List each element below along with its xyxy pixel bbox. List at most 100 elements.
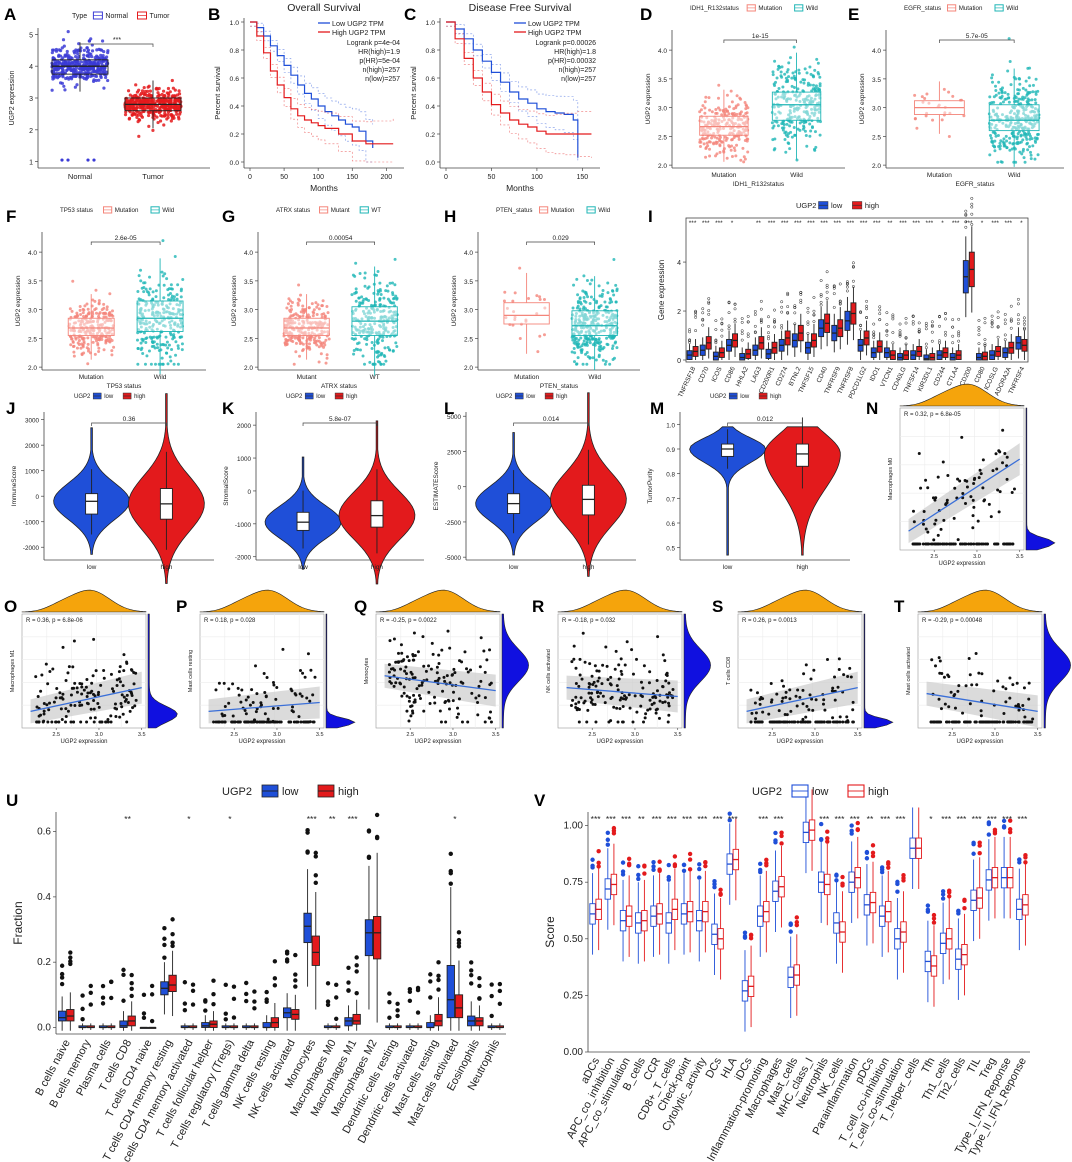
scatter-point [246,720,250,724]
jitter-point [1034,101,1038,105]
jitter-point [1000,88,1004,92]
outlier-point [759,299,763,303]
scatter-point [658,699,662,703]
box-body [721,443,735,457]
legend-label: high [865,201,879,210]
gene-box-low [699,337,706,360]
outlier-point [951,318,955,322]
scatter-point [603,701,607,705]
jitter-point [715,140,719,144]
jitter-point [703,106,707,110]
jitter-point [179,295,183,299]
jitter-point [301,349,305,353]
outlier-point [996,310,1000,314]
jitter-point [722,118,726,122]
jitter-point [942,87,946,91]
jitter-point [990,73,994,77]
jitter-point [804,106,808,110]
scatter-point [35,720,39,724]
jitter-point [139,348,143,352]
scatter-point [942,542,946,546]
jitter-point [797,115,801,119]
scatter-point [802,672,806,676]
gene-box-high [797,313,804,353]
scatter-point [422,709,426,713]
jitter-point [106,49,110,53]
y-tick-label: 2500 [447,449,462,456]
outlier-point [60,158,64,162]
jitter-point [814,145,818,149]
outlier-point [911,320,915,324]
jitter-point [169,119,173,123]
scatter-point [67,665,71,669]
jitter-point [799,80,803,84]
jitter-point [127,105,131,109]
outlier-point [740,338,744,342]
scatter-point [446,698,450,702]
jitter-point [323,315,327,319]
jitter-point [63,88,67,92]
jitter-point [55,59,60,63]
x-tick-label: low [509,564,519,571]
scatter-point [912,520,916,524]
jitter-point [1026,66,1030,70]
p-value-label: 0.029 [552,235,569,242]
jitter-point [350,293,354,297]
jitter-point [744,103,748,107]
scatter-point [438,709,442,713]
jitter-point [175,112,179,116]
scatter-point [572,657,576,661]
jitter-point [306,313,310,317]
box-body [949,353,956,361]
outlier-point [878,312,882,316]
scatter-point [457,697,461,701]
jitter-point [708,147,712,151]
y-axis-label: NK cells activated [546,649,552,693]
jitter-point [1005,146,1009,150]
scatter-point [227,687,231,691]
scatter-point [59,707,63,711]
scatter-point [231,714,235,718]
x-axis-label: UGP2 expression [596,739,643,745]
jitter-point [993,130,997,134]
scatter-point [926,530,930,534]
scatter-point [796,688,800,692]
sig-label: *** [847,220,855,227]
jitter-point [792,45,796,49]
jitter-point [83,304,87,308]
scatter-point [313,675,317,679]
y-axis-label: UGP2 expression [645,73,652,124]
jitter-point [73,85,77,89]
jitter-point [1016,132,1020,136]
scatter-point [596,679,600,683]
jitter-point [370,340,374,344]
jitter-point [802,121,806,125]
legend-label: Normal [105,13,128,20]
jitter-point [145,354,149,358]
scatter-point [630,648,634,652]
scatter-point [581,631,585,635]
jitter-point [155,115,159,119]
scatter-point [958,479,962,483]
jitter-point [1025,141,1029,145]
outlier-point [898,322,902,326]
jitter-point [746,106,750,110]
scatter-point [115,678,119,682]
legend-label: low [831,201,843,210]
jitter-point [358,348,362,352]
scatter-point [952,542,956,546]
y-tick-label: 0.2 [426,132,436,139]
jitter-point [1019,133,1023,137]
scatter-point [922,509,926,513]
jitter-point [135,115,139,120]
box-body [581,484,595,516]
confidence-band-dn [250,25,373,163]
jitter-point [94,78,98,83]
scatter-point [411,658,415,662]
scatter-point [113,706,117,710]
jitter-point [92,69,96,74]
jitter-point [1025,137,1029,141]
scatter-point [1001,461,1005,465]
scatter-point [231,720,235,724]
scatter-point [452,667,456,671]
